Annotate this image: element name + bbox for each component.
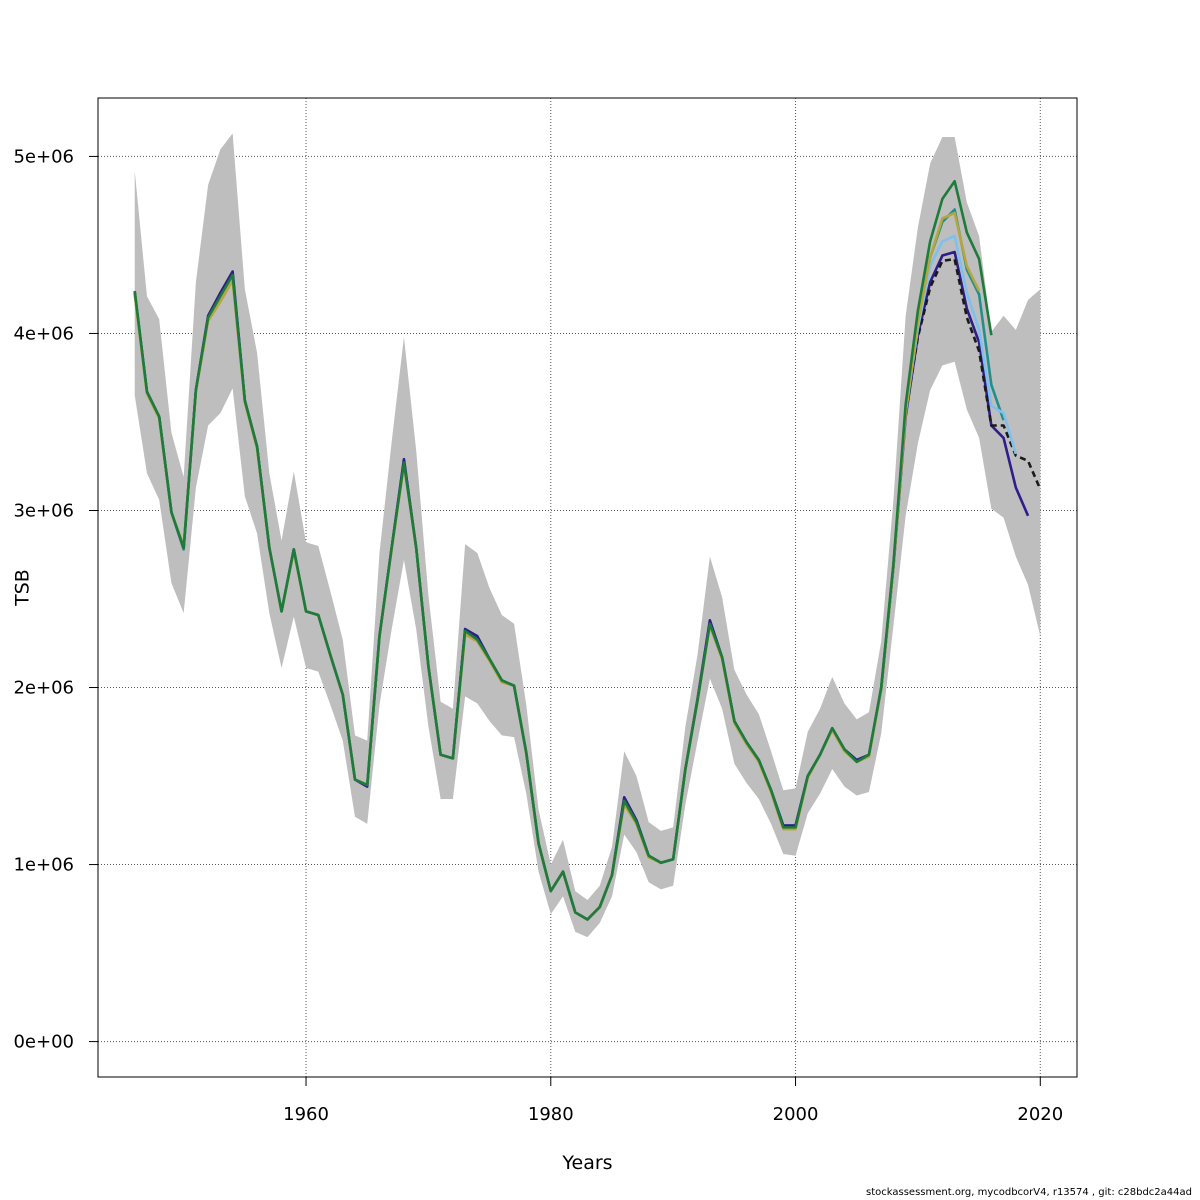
confidence-band [134,133,1041,938]
x-tick-label: 2000 [773,1104,819,1125]
y-axis-title: TSB [12,569,34,607]
footer-credit: stockassessment.org, mycodbcorV4, r13574… [866,1187,1192,1198]
y-tick-label: 4e+06 [13,323,74,344]
series-line-5 [133,211,981,921]
x-axis: 1960 1980 2000 2020 [283,1077,1063,1125]
x-axis-title: Years [561,1152,612,1174]
x-tick-label: 1960 [283,1104,329,1125]
x-tick-label: 2020 [1017,1104,1063,1125]
x-tick-label: 1980 [528,1104,574,1125]
y-tick-label: 0e+00 [13,1032,74,1053]
y-tick-label: 3e+06 [13,500,74,521]
y-tick-label: 2e+06 [13,678,74,699]
series-layer [133,179,1042,921]
series-line-6 [133,179,993,921]
series-line-4 [904,234,1018,455]
y-axis: 0e+00 1e+06 2e+06 3e+06 4e+06 5e+06 [13,146,98,1053]
y-tick-label: 5e+06 [13,146,74,167]
plot-frame [97,97,1078,1078]
y-tick-label: 1e+06 [13,855,74,876]
confidence-band-layer [134,133,1041,938]
